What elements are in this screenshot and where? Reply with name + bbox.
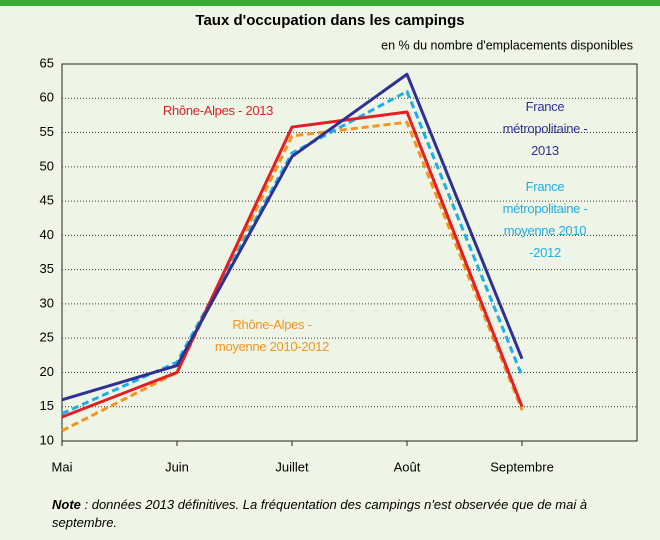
y-tick-label: 55 xyxy=(40,124,54,139)
y-tick-label: 35 xyxy=(40,261,54,276)
top-band xyxy=(0,0,660,6)
y-tick-label: 45 xyxy=(40,193,54,208)
x-tick-label: Mai xyxy=(52,459,73,474)
x-tick-label: Septembre xyxy=(490,459,554,474)
series-label: Rhône-Alpes - 2013 xyxy=(162,103,274,118)
series-line xyxy=(61,110,524,419)
note: Note : données 2013 définitives. La fréq… xyxy=(52,496,642,532)
plot-frame xyxy=(61,63,638,442)
y-tick-label: 25 xyxy=(40,330,54,345)
series-label: Rhône-Alpes - moyenne 2010-2012 xyxy=(214,317,330,354)
series-line xyxy=(61,72,524,402)
note-label: Note xyxy=(52,497,81,512)
y-tick-label: 50 xyxy=(40,158,54,173)
chart-subtitle: en % du nombre d'emplacements disponible… xyxy=(381,38,633,52)
y-tick-label: 30 xyxy=(40,295,54,310)
y-tick-label: 40 xyxy=(40,227,54,242)
series-line xyxy=(61,89,524,415)
y-tick-label: 65 xyxy=(40,55,54,70)
y-tick-label: 20 xyxy=(40,364,54,379)
y-tick-label: 10 xyxy=(40,432,54,447)
y-tick-label: 60 xyxy=(40,90,54,105)
y-tick-label: 15 xyxy=(40,398,54,413)
series-line xyxy=(61,120,524,433)
x-tick-label: Juin xyxy=(165,459,189,474)
series-label: France métropolitaine - 2013 xyxy=(502,99,588,158)
x-tick-label: Juillet xyxy=(275,459,309,474)
note-text: : données 2013 définitives. La fréquenta… xyxy=(52,497,588,530)
series-label: France métropolitaine - moyenne 2010 -20… xyxy=(502,179,588,260)
x-tick-label: Août xyxy=(394,459,421,474)
chart-title: Taux d'occupation dans les campings xyxy=(195,12,464,29)
